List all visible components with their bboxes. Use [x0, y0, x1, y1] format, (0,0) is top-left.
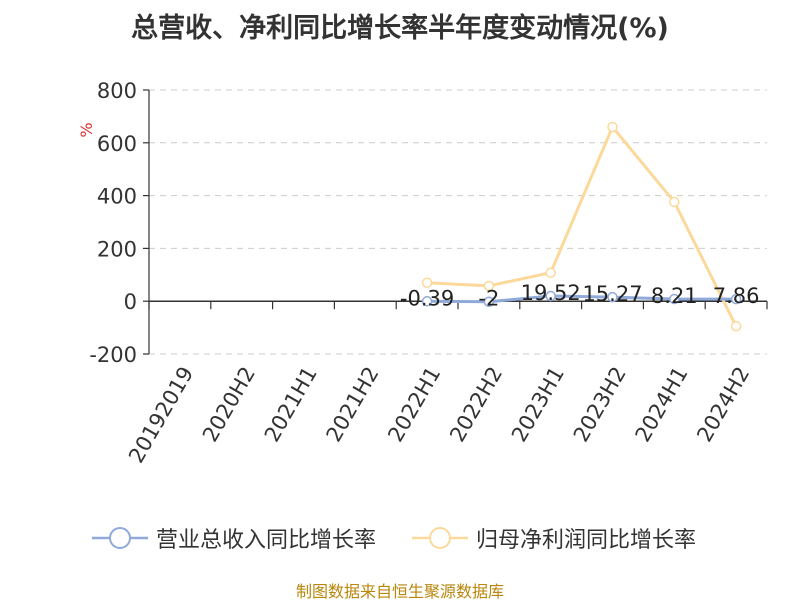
chart-title: 总营收、净利同比增长率半年度变动情况(%) [131, 13, 669, 44]
y-tick-label: 200 [97, 237, 137, 261]
x-tick-label: 2024H1 [631, 363, 693, 447]
data-point [607, 291, 618, 303]
data-label: -0.39 [400, 286, 454, 310]
x-tick-label: 2021H1 [260, 363, 322, 447]
legend-circle [109, 527, 131, 549]
legend-item-net-profit-growth[interactable]: 归母净利润同比增长率 [412, 520, 696, 556]
series-line [427, 294, 737, 304]
data-label: 7.86 [713, 284, 760, 308]
y-axis-label: % [77, 122, 96, 137]
data-point [421, 277, 433, 288]
y-tick-label: 600 [97, 132, 137, 156]
data-label: -2 [478, 287, 499, 311]
data-point [545, 290, 556, 302]
data-point [730, 321, 742, 332]
legend-label: 归母净利润同比增长率 [476, 528, 697, 553]
y-tick-label: 400 [97, 185, 137, 209]
source-footer: 制图数据来自恒生聚源数据库 [295, 582, 504, 601]
x-tick-label: 2020H2 [198, 363, 260, 447]
x-tick-label: 2021H2 [322, 363, 384, 447]
legend-item-revenue-growth[interactable]: 营业总收入同比增长率 [92, 520, 376, 556]
data-point [483, 280, 495, 292]
x-tick-label: 2022H1 [383, 362, 445, 446]
data-point [730, 293, 742, 305]
data-point [669, 196, 680, 208]
data-point [421, 296, 433, 307]
y-tick-label: -200 [89, 343, 137, 367]
x-tick-label: 2023H2 [569, 363, 631, 447]
legend-marker-icon [412, 527, 468, 549]
series-line [427, 125, 738, 327]
x-tick-label: 2023H1 [507, 363, 569, 447]
data-label-layer: -0.39 -2 19.52 15.27 8.21 7.86 [400, 281, 760, 311]
data-point [545, 267, 556, 278]
x-tick-label: 2022H2 [445, 363, 507, 447]
data-label: 8.21 [651, 284, 698, 308]
y-tick-label: 0 [124, 290, 137, 314]
legend: 营业总收入同比增长率 归母净利润同比增长率 [0, 520, 800, 556]
data-label: 19.52 [521, 281, 581, 305]
data-point [483, 296, 495, 307]
data-point [669, 293, 680, 305]
legend-marker-icon [92, 527, 148, 549]
y-tick-label: 800 [97, 79, 137, 103]
legend-label: 营业总收入同比增长率 [156, 528, 377, 553]
x-tick-label: 2024H2 [692, 363, 754, 447]
data-point [607, 121, 618, 133]
data-label: 15.27 [582, 282, 642, 306]
series-layer [421, 121, 742, 332]
x-tick-label: 20192019 [124, 363, 198, 468]
grid-layer [149, 89, 767, 355]
legend-circle [429, 527, 451, 549]
